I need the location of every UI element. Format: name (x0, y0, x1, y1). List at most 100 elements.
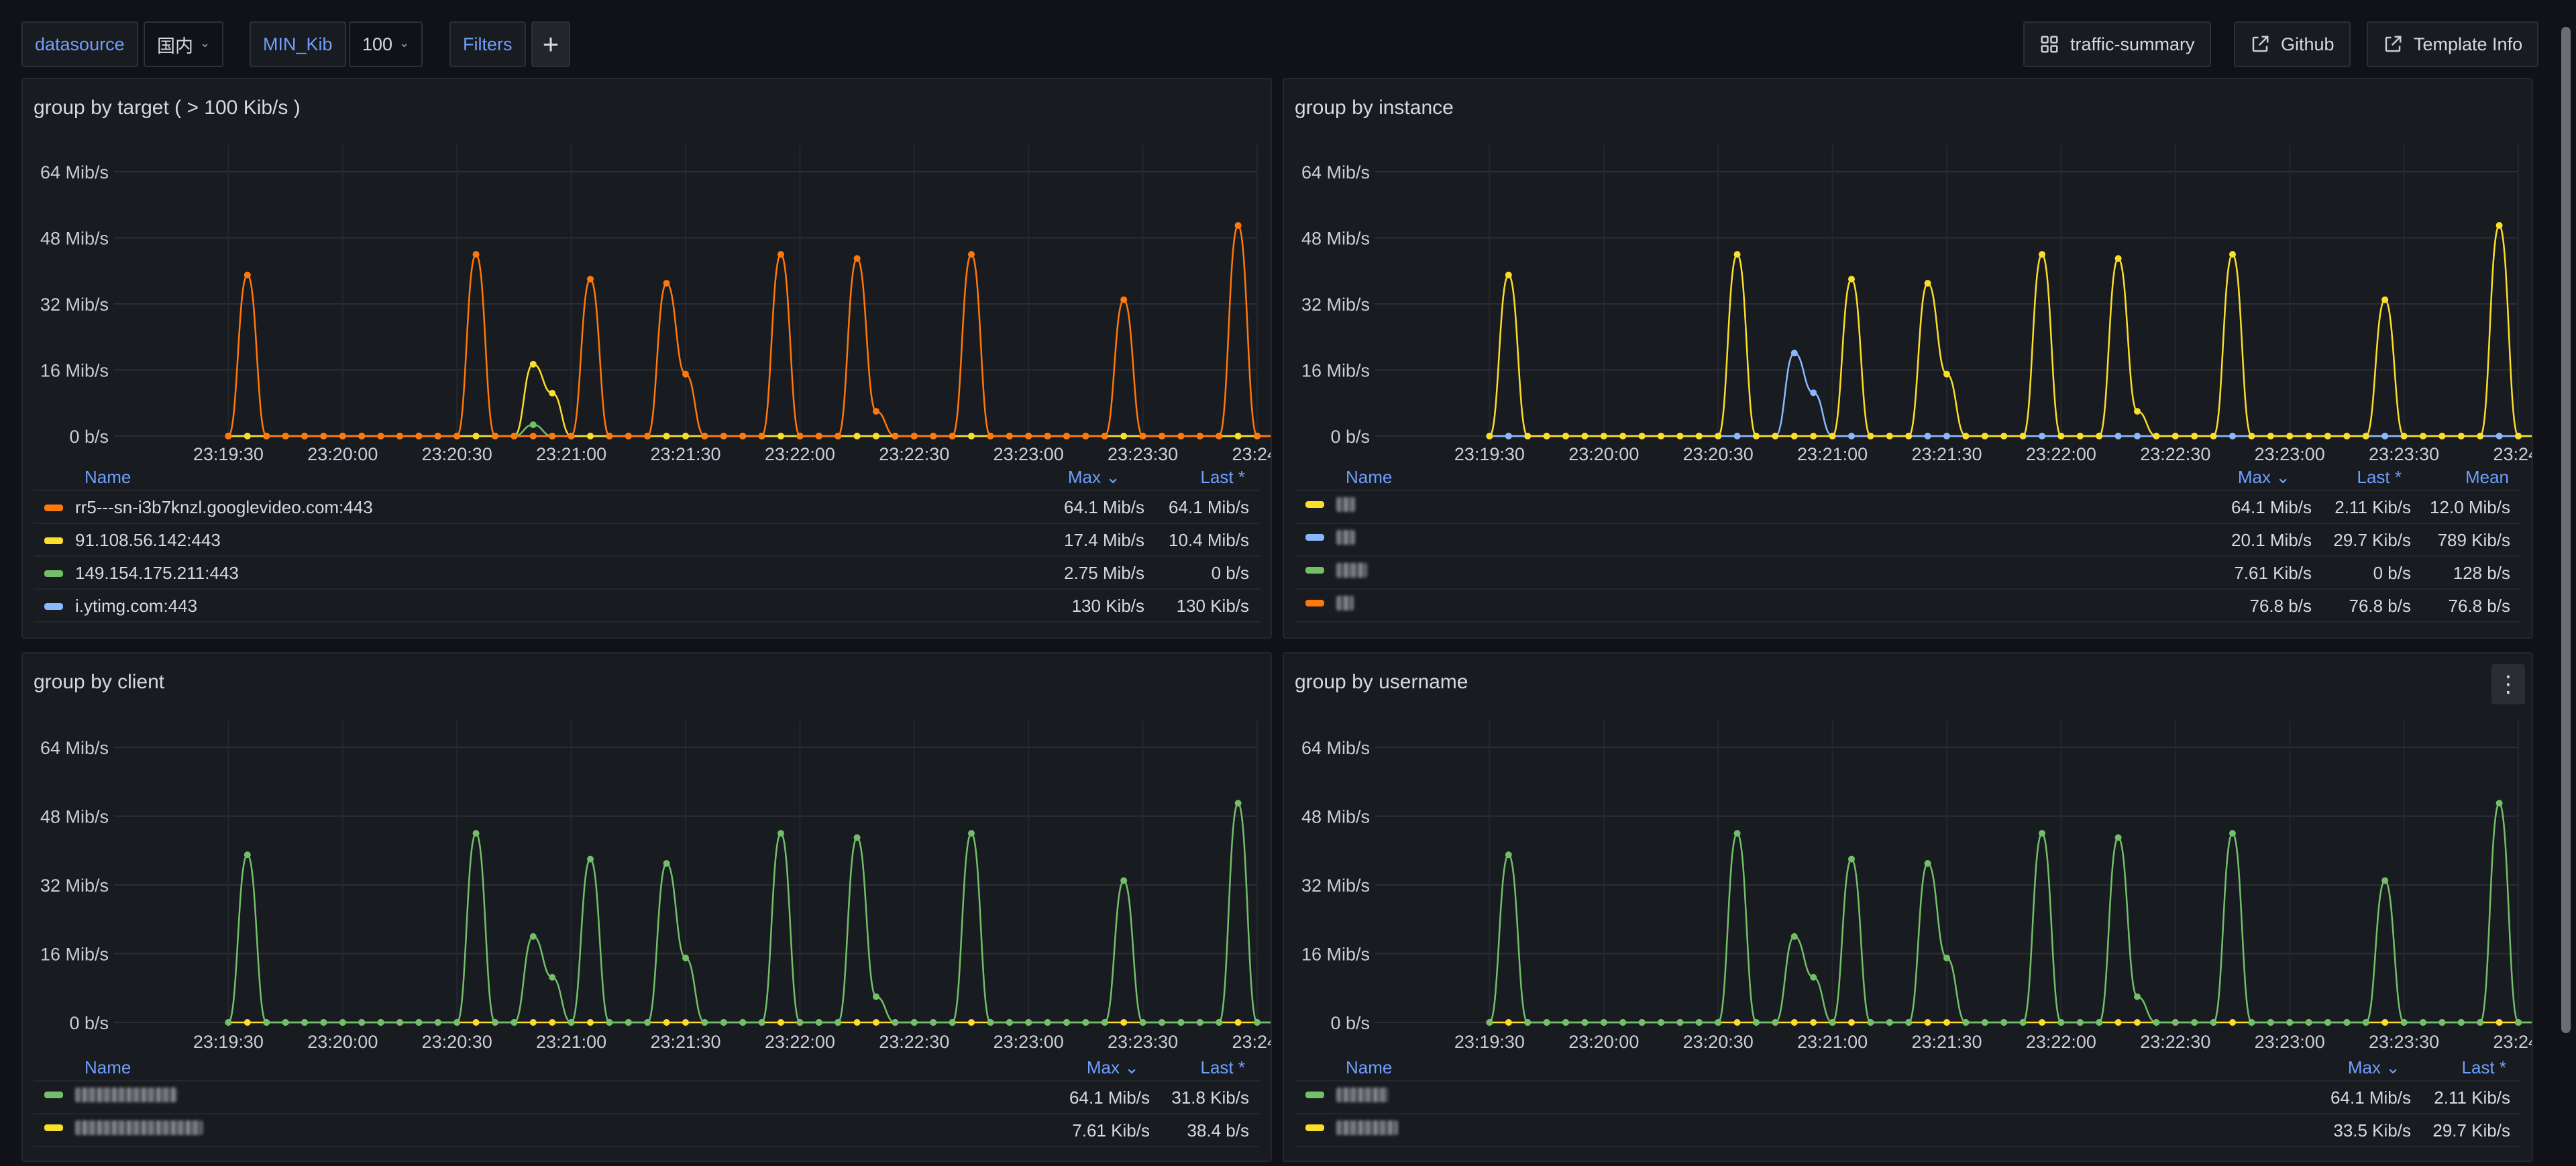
data-point[interactable] (1810, 433, 1817, 439)
data-point[interactable] (1505, 271, 1512, 278)
data-point[interactable] (758, 433, 765, 439)
legend-header-name[interactable]: Name (85, 1057, 131, 1077)
data-point[interactable] (472, 1019, 480, 1026)
data-point[interactable] (777, 433, 784, 439)
data-point[interactable] (1905, 433, 1913, 439)
data-point[interactable] (1695, 433, 1703, 439)
data-point[interactable] (1753, 1019, 1760, 1026)
data-point[interactable] (968, 251, 975, 258)
legend-row[interactable]: i.ytimg.com:443 130 Kib/s 130 Kib/s (34, 590, 1260, 623)
data-point[interactable] (1962, 1019, 1970, 1026)
datasource-select[interactable]: 国内 ⌄ (144, 21, 224, 67)
data-point[interactable] (472, 433, 480, 439)
data-point[interactable] (625, 1019, 632, 1026)
data-point[interactable] (949, 1019, 956, 1026)
data-point[interactable] (2267, 433, 2274, 439)
data-point[interactable] (1006, 1019, 1013, 1026)
data-point[interactable] (739, 433, 747, 439)
data-point[interactable] (1524, 1019, 1532, 1026)
data-point[interactable] (2057, 1019, 2065, 1026)
data-point[interactable] (987, 1019, 994, 1026)
data-point[interactable] (263, 433, 270, 439)
data-point[interactable] (2229, 1019, 2236, 1026)
data-point[interactable] (1562, 433, 1569, 439)
traffic-summary-link-button[interactable]: traffic-summary (2023, 21, 2211, 67)
data-point[interactable] (1715, 433, 1722, 439)
data-point[interactable] (511, 433, 518, 439)
data-point[interactable] (320, 433, 327, 439)
data-point[interactable] (358, 1019, 366, 1026)
legend-header-max[interactable]: Max ⌄ (1067, 467, 1120, 487)
data-point[interactable] (2210, 1019, 2217, 1026)
data-point[interactable] (2420, 433, 2426, 439)
series-line[interactable] (227, 172, 1272, 437)
data-point[interactable] (2171, 1019, 2179, 1026)
data-point[interactable] (2000, 1019, 2008, 1026)
data-point[interactable] (1810, 973, 1817, 981)
data-point[interactable] (2515, 433, 2522, 439)
data-point[interactable] (853, 255, 861, 262)
filters-label[interactable]: Filters (449, 21, 526, 67)
data-point[interactable] (2171, 433, 2179, 439)
data-point[interactable] (2496, 800, 2503, 807)
data-point[interactable] (415, 1019, 423, 1026)
data-point[interactable] (2457, 1019, 2465, 1026)
data-point[interactable] (1733, 433, 1741, 439)
data-point[interactable] (853, 433, 861, 439)
data-point[interactable] (2477, 433, 2484, 439)
data-point[interactable] (1120, 296, 1128, 303)
legend-row[interactable]: rr5---sn-i3b7knzl.googlevideo.com:443 64… (34, 491, 1260, 524)
data-point[interactable] (2210, 433, 2217, 439)
data-point[interactable] (339, 433, 346, 439)
data-point[interactable] (1006, 433, 1013, 439)
data-point[interactable] (2438, 1019, 2446, 1026)
data-point[interactable] (663, 433, 670, 439)
data-point[interactable] (587, 433, 594, 439)
data-point[interactable] (835, 433, 842, 439)
data-point[interactable] (663, 1019, 670, 1026)
data-point[interactable] (1581, 1019, 1589, 1026)
data-point[interactable] (1254, 433, 1260, 439)
legend-header-max[interactable]: Max ⌄ (2347, 1057, 2400, 1077)
data-point[interactable] (1196, 433, 1203, 439)
data-point[interactable] (720, 433, 727, 439)
data-point[interactable] (282, 433, 289, 439)
legend-header-max[interactable]: Max ⌄ (1086, 1057, 1139, 1077)
data-point[interactable] (529, 433, 537, 439)
legend-row[interactable]: 64.1 Mib/s 31.8 Kib/s (34, 1081, 1260, 1114)
data-point[interactable] (244, 851, 251, 859)
data-point[interactable] (1196, 1019, 1203, 1026)
data-point[interactable] (1848, 276, 1855, 283)
data-point[interactable] (1025, 1019, 1032, 1026)
data-point[interactable] (2114, 834, 2122, 841)
data-point[interactable] (2438, 433, 2446, 439)
legend-header-name[interactable]: Name (85, 467, 131, 487)
data-point[interactable] (968, 433, 975, 439)
series-line[interactable] (1489, 352, 2533, 437)
data-point[interactable] (1562, 1019, 1569, 1026)
data-point[interactable] (1543, 433, 1550, 439)
data-point[interactable] (1524, 433, 1532, 439)
data-point[interactable] (1924, 280, 1931, 287)
data-point[interactable] (644, 1019, 651, 1026)
data-point[interactable] (2191, 433, 2198, 439)
legend-row[interactable]: 149.154.175.211:443 2.75 Mib/s 0 b/s (34, 557, 1260, 590)
data-point[interactable] (1943, 370, 1950, 378)
data-point[interactable] (1101, 433, 1108, 439)
data-point[interactable] (1139, 433, 1146, 439)
data-point[interactable] (796, 433, 804, 439)
data-point[interactable] (2362, 1019, 2369, 1026)
data-point[interactable] (2229, 251, 2236, 258)
data-point[interactable] (396, 433, 403, 439)
data-point[interactable] (1234, 433, 1242, 439)
data-point[interactable] (453, 433, 461, 439)
data-point[interactable] (2248, 433, 2255, 439)
data-point[interactable] (358, 433, 366, 439)
legend-row[interactable]: 20.1 Mib/s 29.7 Kib/s 789 Kib/s (1295, 524, 2521, 557)
data-point[interactable] (1082, 1019, 1089, 1026)
data-point[interactable] (2400, 1019, 2408, 1026)
data-point[interactable] (549, 1019, 556, 1026)
data-point[interactable] (1044, 433, 1051, 439)
data-point[interactable] (1733, 251, 1741, 258)
data-point[interactable] (1943, 1019, 1950, 1026)
